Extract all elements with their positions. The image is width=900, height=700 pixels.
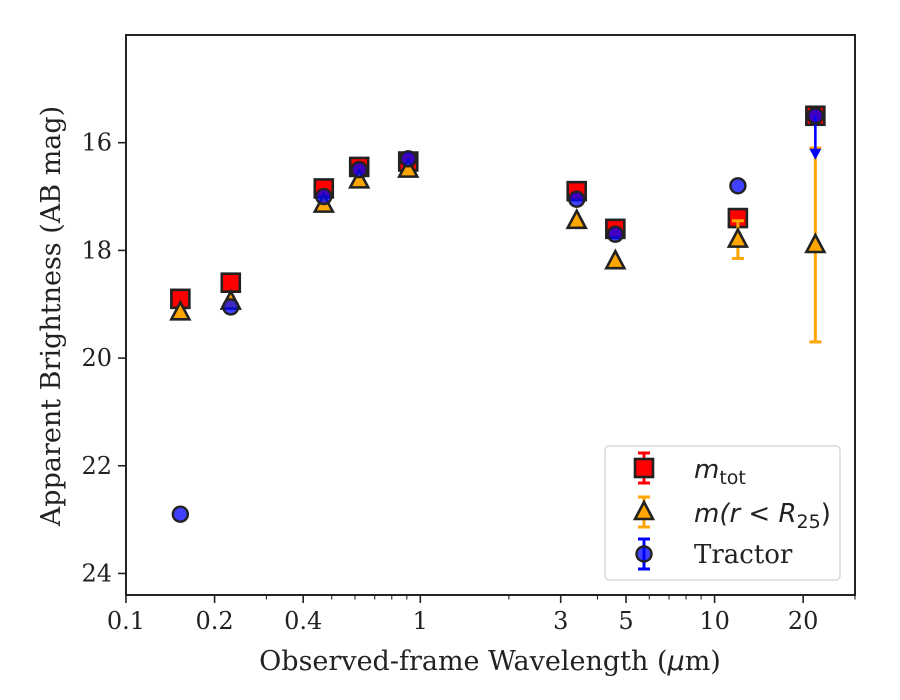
y-tick-label: 24 — [81, 559, 112, 587]
marker-mr25 — [726, 226, 750, 248]
plot-frame — [125, 34, 856, 596]
legend-marker-mr25 — [632, 495, 656, 529]
marker-tractor — [222, 298, 240, 316]
legend-label-mtot: mtot — [694, 455, 746, 489]
legend-label-mtot-main: m — [694, 455, 719, 485]
marker-mr25 — [565, 207, 588, 230]
marker-mr25 — [169, 299, 192, 321]
legend-marker — [635, 545, 653, 563]
x-tick-label: 20 — [788, 607, 819, 635]
y-tick-label: 18 — [81, 236, 112, 264]
legend-label-mr25-main: m — [694, 499, 719, 529]
marker-mr25 — [804, 232, 827, 254]
x-tick-label: 1 — [413, 607, 428, 635]
marker-tractor — [350, 160, 368, 179]
legend-box — [604, 445, 841, 581]
marker-mr25 — [604, 248, 627, 270]
x-tick-label: 0.2 — [196, 607, 234, 635]
legend-label-mtot-sub: tot — [719, 467, 746, 489]
legend: mtot m(r < R25) Tractor — [604, 445, 841, 581]
legend-label-mr25-rest: (r < R — [719, 499, 796, 529]
legend-marker — [633, 457, 655, 479]
x-axis-label-mu: μ — [667, 646, 685, 677]
marks-layer — [169, 105, 827, 523]
marker-tractor — [568, 190, 586, 208]
y-tick-label: 16 — [81, 129, 112, 157]
x-tick-label: 0.1 — [107, 607, 145, 635]
marker-tractor — [806, 107, 825, 125]
axes-layer: 0.1 0.2 0.4 1 3 5 10 20 16 18 20 22 24 — [81, 34, 856, 635]
upper-limit-arrow-tractor — [809, 148, 822, 160]
marker-tractor — [399, 150, 417, 168]
marker-tractor — [315, 187, 333, 206]
marker-tractor — [729, 177, 747, 195]
x-tick-label: 10 — [699, 607, 730, 635]
y-tick-label: 22 — [81, 452, 112, 480]
x-tick-label: 5 — [618, 607, 633, 635]
legend-marker-mtot — [633, 451, 655, 485]
legend-marker — [632, 499, 656, 521]
x-axis-label: Observed-frame Wavelength (μm) — [259, 646, 721, 677]
marker-mr25 — [348, 167, 371, 189]
marker-tractor — [171, 505, 190, 523]
x-tick-label: 0.4 — [284, 607, 322, 635]
legend-entry-mr25: m(r < R25) — [632, 495, 831, 533]
x-tick-label: 3 — [553, 607, 568, 635]
legend-label-mr25: m(r < R25) — [694, 499, 831, 533]
legend-label-mr25-sub: 25 — [797, 511, 821, 533]
x-axis-label-pre: Observed-frame Wavelength ( — [259, 646, 667, 677]
legend-entry-mtot: mtot — [633, 451, 746, 489]
series-tractor — [171, 107, 825, 523]
marker-tractor — [606, 225, 625, 243]
legend-marker-tractor — [635, 537, 653, 571]
y-axis-label: Apparent Brightness (AB mag) — [36, 106, 67, 527]
x-axis-label-post: m) — [685, 646, 721, 677]
legend-entry-tractor: Tractor — [635, 537, 793, 571]
y-tick-label: 20 — [81, 344, 112, 372]
legend-label-tractor: Tractor — [694, 540, 793, 570]
marker-mr25 — [397, 156, 420, 178]
legend-label-mr25-close: ) — [821, 499, 831, 529]
